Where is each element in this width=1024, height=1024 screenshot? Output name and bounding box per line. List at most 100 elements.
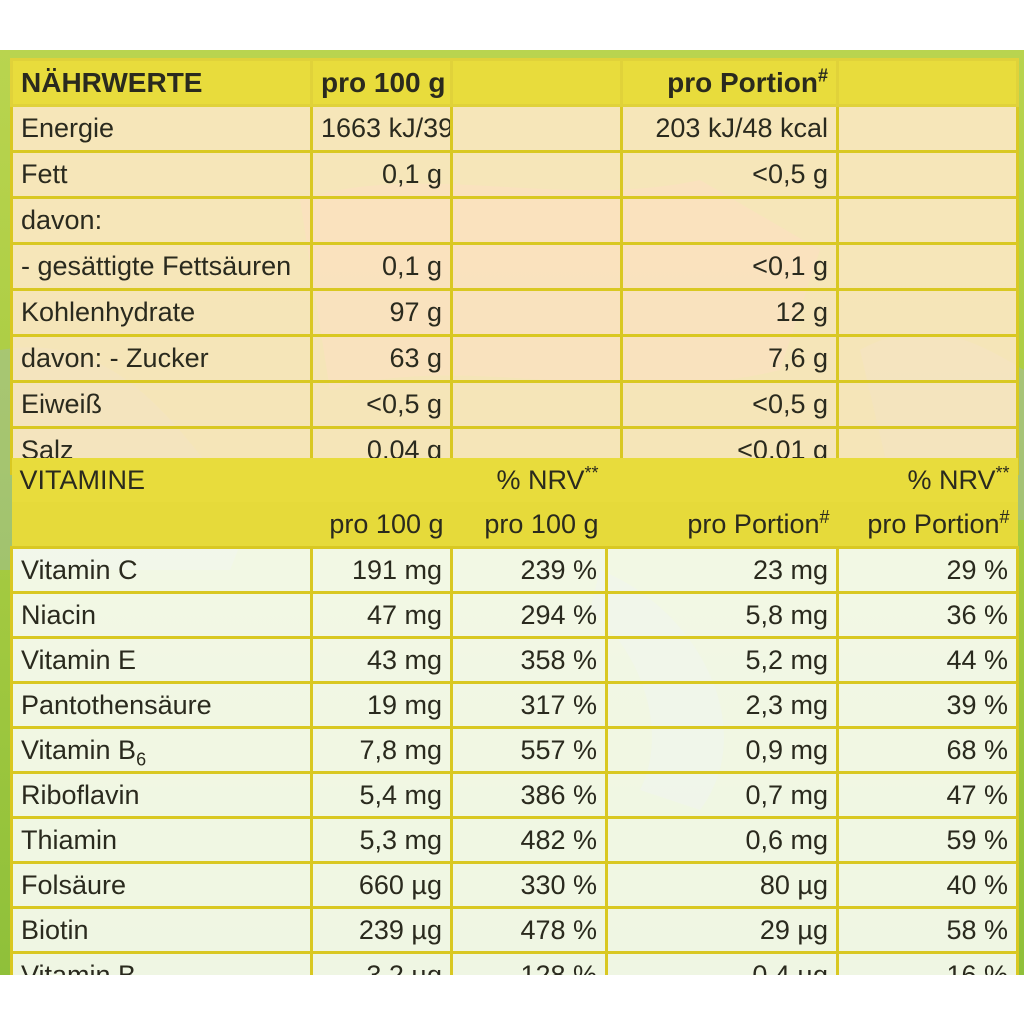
vitamin-nrv-per-portion: 36 %: [836, 591, 1019, 639]
vitamin-header-row: VITAMINE % NRV** % NRV**: [11, 458, 1018, 502]
vitamin-per-portion: 0,9 mg: [605, 726, 839, 774]
vitamin-label: Vitamin E: [10, 636, 313, 684]
vitamin-nrv-per-100g: 478 %: [450, 906, 608, 954]
vit-col-nrv-per-100g: pro 100 g: [451, 502, 607, 548]
vitamin-per-portion: 80 µg: [605, 861, 839, 909]
vitamin-per-portion: 0,6 mg: [605, 816, 839, 864]
spacer-cell: [836, 380, 1019, 429]
vitamin-per-100g: 191 mg: [310, 546, 453, 594]
table-row: Niacin 47 mg 294 % 5,8 mg 36 %: [10, 591, 1019, 639]
vitamin-per-portion: 0,7 mg: [605, 771, 839, 819]
col-header-per-100g: pro 100 g: [310, 58, 453, 107]
table-row: davon:: [10, 196, 1019, 245]
vitamin-label: Niacin: [10, 591, 313, 639]
vitamin-label: Vitamin B6: [10, 726, 313, 774]
vitamin-nrv-per-portion: 16 %: [836, 951, 1019, 975]
table-row: Eiweiß <0,5 g <0,5 g: [10, 380, 1019, 429]
nutrient-label: Energie: [10, 104, 313, 153]
nutrition-table: NÄHRWERTE pro 100 g pro Portion# Energie…: [10, 58, 1019, 475]
table-row: Biotin 239 µg 478 % 29 µg 58 %: [10, 906, 1019, 954]
nutrition-label-panel: NÄHRWERTE pro 100 g pro Portion# Energie…: [0, 50, 1024, 975]
vitamin-subheader-row: pro 100 g pro 100 g pro Portion# pro Por…: [11, 502, 1018, 548]
nutrient-per-100g: 0,1 g: [310, 242, 453, 291]
nrv-header-portion: % NRV**: [837, 458, 1018, 502]
vitamin-nrv-per-100g: 557 %: [450, 726, 608, 774]
nutrient-label: Eiweiß: [10, 380, 313, 429]
table-row: Fett 0,1 g <0,5 g: [10, 150, 1019, 199]
vitamin-per-portion: 0,4 µg: [605, 951, 839, 975]
spacer-cell: [450, 150, 623, 199]
spacer-cell: [836, 288, 1019, 337]
spacer-cell: [450, 242, 623, 291]
vitamin-per-portion: 5,2 mg: [605, 636, 839, 684]
vitamin-nrv-per-100g: 294 %: [450, 591, 608, 639]
vitamin-nrv-per-100g: 128 %: [450, 951, 608, 975]
vitamin-per-100g: 5,3 mg: [310, 816, 453, 864]
vitamin-title: VITAMINE: [11, 458, 312, 502]
nutrient-per-portion: <0,5 g: [620, 150, 839, 199]
vitamin-label: Folsäure: [10, 861, 313, 909]
vitamin-nrv-per-100g: 317 %: [450, 681, 608, 729]
table-row: Vitamin E 43 mg 358 % 5,2 mg 44 %: [10, 636, 1019, 684]
vitamin-label: Thiamin: [10, 816, 313, 864]
nutrient-per-100g: 97 g: [310, 288, 453, 337]
spacer-cell: [450, 288, 623, 337]
col-header-per-portion: pro Portion#: [620, 58, 839, 107]
nutrient-per-portion: 12 g: [620, 288, 839, 337]
vitamin-nrv-per-portion: 40 %: [836, 861, 1019, 909]
vitamin-label: Vitamin C: [10, 546, 313, 594]
vitamin-per-100g: 43 mg: [310, 636, 453, 684]
vitamin-per-portion: 29 µg: [605, 906, 839, 954]
vitamin-nrv-per-portion: 47 %: [836, 771, 1019, 819]
vitamin-per-100g: 5,4 mg: [310, 771, 453, 819]
vitamin-per-100g: 7,8 mg: [310, 726, 453, 774]
vitamin-nrv-per-portion: 58 %: [836, 906, 1019, 954]
table-row: Vitamin C 191 mg 239 % 23 mg 29 %: [10, 546, 1019, 594]
vitamin-per-portion: 23 mg: [605, 546, 839, 594]
table-row: Kohlenhydrate 97 g 12 g: [10, 288, 1019, 337]
vitamin-nrv-per-portion: 39 %: [836, 681, 1019, 729]
nutrient-per-portion: [620, 196, 839, 245]
nutrient-label: davon:: [10, 196, 313, 245]
spacer-cell: [450, 380, 623, 429]
nutrition-header-row: NÄHRWERTE pro 100 g pro Portion#: [10, 58, 1019, 107]
nutrient-per-100g: [310, 196, 453, 245]
vitamin-per-portion: 2,3 mg: [605, 681, 839, 729]
vitamin-nrv-per-portion: 59 %: [836, 816, 1019, 864]
vitamin-table: VITAMINE % NRV** % NRV** pro 100 g pro 1…: [10, 458, 1019, 975]
vitamin-per-100g: 660 µg: [310, 861, 453, 909]
vitamin-label: Pantothensäure: [10, 681, 313, 729]
table-row: Vitamin B6 7,8 mg 557 % 0,9 mg 68 %: [10, 726, 1019, 774]
table-row: Folsäure 660 µg 330 % 80 µg 40 %: [10, 861, 1019, 909]
vit-col-nrv-per-portion: pro Portion#: [837, 502, 1018, 548]
spacer-cell: [836, 150, 1019, 199]
nutrient-per-portion: <0,5 g: [620, 380, 839, 429]
vitamin-per-100g: 19 mg: [310, 681, 453, 729]
spacer-cell: [836, 242, 1019, 291]
vitamin-nrv-per-100g: 358 %: [450, 636, 608, 684]
spacer-cell: [450, 104, 623, 153]
vitamin-nrv-per-100g: 386 %: [450, 771, 608, 819]
spacer-cell: [450, 196, 623, 245]
nutrient-label: Fett: [10, 150, 313, 199]
vitamin-label: Riboflavin: [10, 771, 313, 819]
table-row: Pantothensäure 19 mg 317 % 2,3 mg 39 %: [10, 681, 1019, 729]
table-row: Thiamin 5,3 mg 482 % 0,6 mg 59 %: [10, 816, 1019, 864]
vitamin-nrv-per-100g: 482 %: [450, 816, 608, 864]
nutrition-title: NÄHRWERTE: [10, 58, 313, 107]
vit-col-per-100g: pro 100 g: [311, 502, 452, 548]
spacer-cell: [836, 334, 1019, 383]
nutrient-label: davon: - Zucker: [10, 334, 313, 383]
vitamin-nrv-per-portion: 68 %: [836, 726, 1019, 774]
vitamin-label: Vitamin B12: [10, 951, 313, 975]
spacer-cell: [450, 334, 623, 383]
vitamin-nrv-per-100g: 330 %: [450, 861, 608, 909]
nutrient-per-portion: 7,6 g: [620, 334, 839, 383]
nutrient-per-portion: <0,1 g: [620, 242, 839, 291]
table-row: - gesättigte Fettsäuren 0,1 g <0,1 g: [10, 242, 1019, 291]
vitamin-per-100g: 47 mg: [310, 591, 453, 639]
nutrient-label: - gesättigte Fettsäuren: [10, 242, 313, 291]
nutrient-per-portion: 203 kJ/48 kcal: [620, 104, 839, 153]
